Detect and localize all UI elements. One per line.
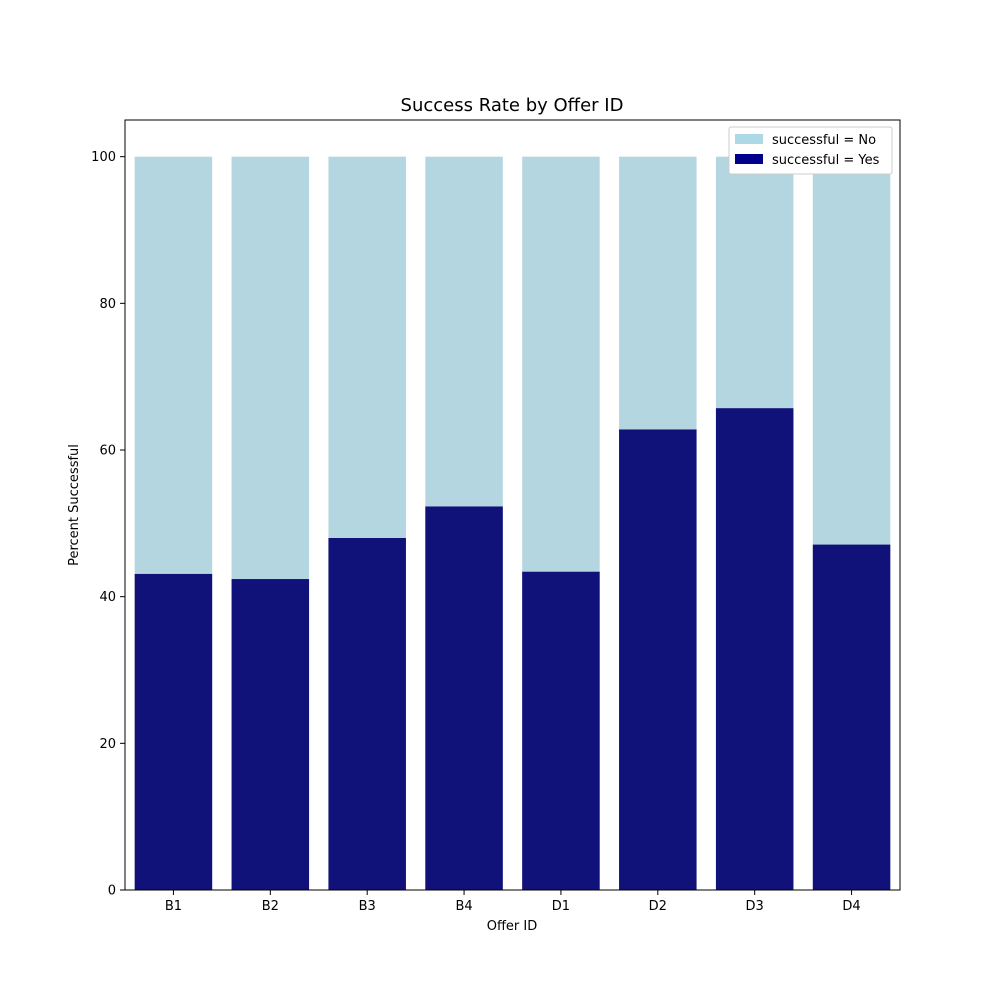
x-tick-label: B2 — [262, 899, 279, 914]
y-tick-label: 20 — [99, 737, 116, 752]
chart-title: Success Rate by Offer ID — [401, 95, 624, 116]
x-tick-label: D3 — [746, 899, 764, 914]
y-axis-label: Percent Successful — [67, 444, 82, 566]
bar-yes-D2 — [619, 429, 697, 890]
x-tick-label: D1 — [552, 899, 570, 914]
plot-frame — [124, 119, 901, 891]
y-tick-label: 60 — [99, 444, 116, 459]
y-tick-label: 0 — [108, 884, 116, 899]
legend-box — [728, 126, 893, 175]
y-tick-label: 100 — [91, 150, 116, 165]
bar-yes-D4 — [812, 544, 891, 890]
legend-swatch-no — [735, 134, 763, 144]
x-tick-label: D2 — [649, 899, 667, 914]
legend-swatch-yes — [735, 154, 763, 164]
axis-ticks: B1 B2 B3 B4 D1 D2 D3 D4 0 20 40 60 80 100 — [91, 150, 861, 914]
bar-yes-B4 — [425, 506, 503, 890]
bar-yes-B2 — [231, 579, 310, 890]
y-tick-label: 80 — [99, 297, 116, 312]
x-tick-label: B1 — [165, 899, 182, 914]
x-axis-label: Offer ID — [487, 919, 538, 934]
legend-label-yes: successful = Yes — [772, 153, 880, 168]
bar-yes-B1 — [134, 573, 213, 890]
legend-label-no: successful = No — [772, 133, 876, 148]
y-tick-label: 40 — [99, 590, 116, 605]
x-tick-label: B3 — [359, 899, 376, 914]
legend: successful = No successful = Yes — [728, 126, 893, 175]
x-tick-label: D4 — [842, 899, 860, 914]
x-tick-label: B4 — [455, 899, 472, 914]
bar-yes-D1 — [522, 571, 600, 890]
bars — [134, 156, 891, 890]
bar-yes-D3 — [715, 408, 794, 890]
bar-yes-B3 — [328, 538, 406, 890]
